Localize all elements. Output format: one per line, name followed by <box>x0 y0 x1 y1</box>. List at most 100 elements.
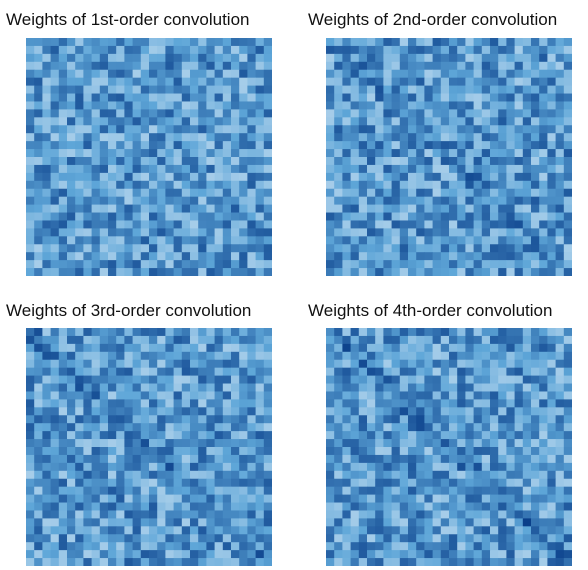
heatmap-cell <box>424 141 433 150</box>
heatmap-cell <box>367 510 376 519</box>
heatmap-cell <box>157 383 166 392</box>
heatmap-cell <box>531 236 540 245</box>
heatmap-cell <box>116 220 125 229</box>
heatmap-cell <box>263 534 272 543</box>
heatmap-cell <box>99 117 109 126</box>
heatmap-cell <box>514 85 524 94</box>
heatmap-cell <box>42 542 51 551</box>
heatmap-cell <box>67 212 76 221</box>
heatmap-cell <box>83 53 92 63</box>
heatmap-cell <box>432 101 442 110</box>
heatmap-cell <box>132 204 142 213</box>
heatmap-cell <box>555 518 565 527</box>
heatmap-4 <box>326 328 572 566</box>
heatmap-cell <box>83 550 92 559</box>
heatmap-cell <box>449 367 458 376</box>
heatmap-cell <box>58 188 68 198</box>
heatmap-cell <box>350 220 360 229</box>
heatmap-cell <box>198 558 207 566</box>
heatmap-cell <box>424 486 433 495</box>
heatmap-cell <box>514 328 524 337</box>
heatmap-cell <box>465 550 474 559</box>
heatmap-cell <box>391 220 401 229</box>
heatmap-cell <box>342 61 351 71</box>
heatmap-cell <box>555 196 565 205</box>
heatmap-cell <box>91 383 101 392</box>
heatmap-cell <box>408 510 417 519</box>
heatmap-cell <box>108 526 117 535</box>
heatmap-cell <box>239 220 248 229</box>
heatmap-cell <box>334 228 343 237</box>
heatmap-cell <box>132 196 142 205</box>
heatmap-cell <box>198 399 207 408</box>
heatmap-cell <box>440 550 450 559</box>
heatmap-cell <box>181 439 191 448</box>
heatmap-cell <box>350 454 360 464</box>
heatmap-cell <box>206 486 215 495</box>
heatmap-cell <box>326 133 335 142</box>
heatmap-cell <box>124 351 133 361</box>
heatmap-cell <box>116 260 125 269</box>
heatmap-cell <box>408 236 417 245</box>
heatmap-cell <box>473 212 483 221</box>
heatmap-cell <box>383 351 392 361</box>
heatmap-cell <box>326 526 335 535</box>
heatmap-cell <box>190 359 199 369</box>
heatmap-cell <box>481 534 491 543</box>
heatmap-cell <box>375 252 384 261</box>
heatmap-cell <box>181 85 191 94</box>
heatmap-cell <box>108 510 117 519</box>
heatmap-cell <box>83 260 92 269</box>
heatmap-cell <box>547 447 556 456</box>
heatmap-cell <box>547 125 556 134</box>
heatmap-cell <box>481 558 491 566</box>
heatmap-cell <box>239 431 248 440</box>
heatmap-cell <box>473 359 483 369</box>
heatmap-cell <box>449 172 458 182</box>
heatmap-cell <box>547 534 556 543</box>
heatmap-cell <box>173 117 183 126</box>
heatmap-cell <box>334 542 343 551</box>
heatmap-cell <box>99 534 109 543</box>
heatmap-cell <box>399 204 409 213</box>
heatmap-cell <box>157 454 166 464</box>
heatmap-cell <box>116 85 125 94</box>
heatmap-cell <box>198 494 207 503</box>
heatmap-cell <box>181 431 191 440</box>
heatmap-cell <box>132 415 142 424</box>
heatmap-cell <box>334 470 343 480</box>
heatmap-cell <box>214 494 224 503</box>
heatmap-cell <box>173 268 183 276</box>
heatmap-cell <box>375 328 384 337</box>
heatmap-cell <box>547 85 556 94</box>
heatmap-cell <box>108 133 117 142</box>
heatmap-cell <box>539 550 548 559</box>
heatmap-cell <box>222 260 232 269</box>
heatmap-cell <box>473 518 483 527</box>
heatmap-cell <box>83 518 92 527</box>
heatmap-cell <box>367 550 376 559</box>
heatmap-cell <box>132 343 142 353</box>
heatmap-cell <box>50 61 60 71</box>
heatmap-cell <box>165 77 174 86</box>
heatmap-cell <box>181 260 191 269</box>
heatmap-cell <box>506 180 515 190</box>
heatmap-cell <box>358 510 368 519</box>
heatmap-cell <box>116 462 125 472</box>
heatmap-cell <box>531 454 540 464</box>
heatmap-cell <box>58 228 68 237</box>
heatmap-cell <box>424 172 433 182</box>
heatmap-1 <box>26 38 272 276</box>
heatmap-cell <box>563 328 572 337</box>
heatmap-cell <box>42 399 51 408</box>
heatmap-cell <box>132 45 142 55</box>
heatmap-cell <box>432 550 442 559</box>
heatmap-cell <box>522 204 532 213</box>
heatmap-cell <box>108 550 117 559</box>
heatmap-cell <box>206 125 215 134</box>
heatmap-cell <box>108 204 117 213</box>
heatmap-cell <box>255 359 265 369</box>
heatmap-cell <box>408 85 417 94</box>
heatmap-cell <box>247 391 256 400</box>
heatmap-cell <box>157 236 166 245</box>
